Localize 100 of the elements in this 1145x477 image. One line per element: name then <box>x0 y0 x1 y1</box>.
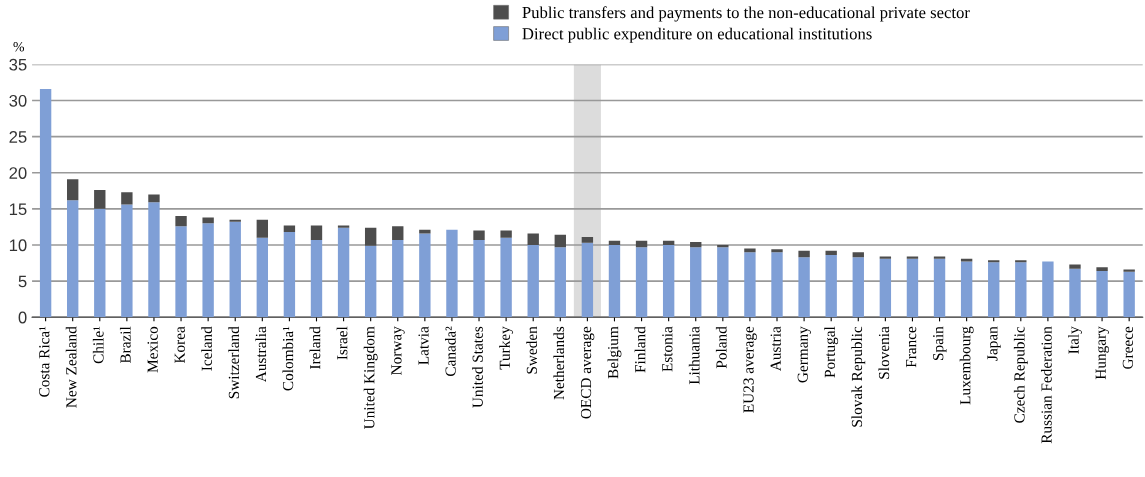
x-tick-label: New Zealand <box>65 326 77 408</box>
x-tick-label: Switzerland <box>228 326 240 399</box>
x-tick-label: Germany <box>797 326 812 383</box>
bar <box>608 240 621 245</box>
y-tick-label: 10 <box>9 239 27 252</box>
bar <box>148 194 160 203</box>
bar <box>175 226 187 318</box>
x-tick-label: Belgium <box>607 326 622 379</box>
bar <box>94 190 106 209</box>
bar <box>202 223 214 318</box>
y-tick-label: 30 <box>9 94 27 107</box>
y-tick-label: 20 <box>9 167 27 179</box>
bar <box>662 244 675 318</box>
y-tick-label: 35 <box>9 58 27 71</box>
bar <box>337 225 350 228</box>
x-tick-label: Israel <box>336 326 348 360</box>
bar <box>229 221 241 318</box>
bar <box>392 239 404 318</box>
bar <box>1096 270 1108 318</box>
x-tick-label: Colombia¹ <box>282 326 294 391</box>
bar <box>852 252 864 258</box>
bar <box>473 230 485 240</box>
x-tick-label: OECD average <box>580 326 595 419</box>
x-tick-label: Netherlands <box>553 326 565 400</box>
bar <box>283 225 296 232</box>
x-tick-label: Sweden <box>526 326 538 374</box>
y-tick-label: 0 <box>18 311 27 324</box>
bar <box>1069 268 1081 318</box>
bar <box>798 257 810 318</box>
x-tick-label: Estonia <box>662 326 673 372</box>
bar <box>500 237 512 318</box>
x-tick-label: Ireland <box>309 326 321 369</box>
x-tick-label: Turkey <box>499 326 514 370</box>
bar <box>960 261 973 318</box>
bar <box>94 208 106 318</box>
bar <box>608 244 621 318</box>
x-tick-label: Lithuania <box>688 326 700 385</box>
x-tick-label: Portugal <box>824 326 839 378</box>
bar <box>1015 262 1027 318</box>
x-tick-label: France <box>906 326 917 368</box>
bar <box>310 239 323 318</box>
bar <box>988 262 1000 318</box>
bar <box>554 234 566 248</box>
bar <box>635 247 648 318</box>
x-tick-label: Norway <box>391 326 405 376</box>
y-tick-label: 15 <box>9 203 27 216</box>
x-tick-label: Iceland <box>201 326 212 371</box>
bar <box>256 219 269 238</box>
bar <box>202 217 214 224</box>
x-tick-label: Spain <box>933 326 947 361</box>
bar <box>500 230 512 238</box>
x-tick-label: Costa Rica¹ <box>39 326 50 397</box>
x-tick-label: Latvia <box>418 326 429 365</box>
x-tick-label: Slovenia <box>878 326 890 379</box>
bar <box>852 257 864 318</box>
x-tick-label: Russian Federation <box>1040 326 1052 444</box>
bar <box>473 239 485 318</box>
x-tick-label: United Kingdom <box>363 326 378 430</box>
x-tick-label: Mexico <box>147 326 158 373</box>
bar <box>581 242 594 318</box>
bar <box>1123 269 1135 272</box>
bar <box>527 244 539 318</box>
bar <box>364 245 377 318</box>
bar <box>364 227 377 246</box>
bar <box>1123 271 1135 318</box>
x-tick-label: Brazil <box>119 326 131 364</box>
bar <box>933 258 946 318</box>
bar <box>392 226 404 240</box>
bar <box>39 88 52 318</box>
bar <box>879 258 892 318</box>
x-tick-label: Japan <box>987 326 1001 361</box>
bar <box>121 192 133 205</box>
bar <box>67 200 79 318</box>
bar <box>283 231 296 318</box>
bar <box>419 233 431 318</box>
x-tick-label: Slovak Republic <box>851 326 866 427</box>
y-axis-title: % <box>13 42 25 52</box>
bar <box>717 247 729 318</box>
legend-label: Direct public expenditure on educational institutions <box>522 27 872 43</box>
x-tick-label: Chile¹ <box>92 326 104 364</box>
bar <box>446 229 458 318</box>
x-tick-label: Luxembourg <box>959 326 974 405</box>
bar <box>121 204 133 318</box>
y-tick-label: 5 <box>18 275 27 288</box>
y-tick-label: 25 <box>9 131 27 143</box>
bar <box>825 250 837 256</box>
bar <box>581 237 594 243</box>
bar <box>690 242 702 248</box>
x-tick-label: Poland <box>715 326 727 369</box>
x-tick-label: United States <box>472 326 483 408</box>
bar <box>798 250 810 258</box>
bar <box>554 247 566 318</box>
bar <box>1069 264 1081 269</box>
x-tick-label: Finland <box>634 326 646 373</box>
bar <box>960 258 973 262</box>
bar <box>771 249 783 253</box>
bar <box>1042 261 1054 318</box>
bar <box>662 240 675 245</box>
bar <box>771 252 783 318</box>
bar <box>175 216 187 227</box>
